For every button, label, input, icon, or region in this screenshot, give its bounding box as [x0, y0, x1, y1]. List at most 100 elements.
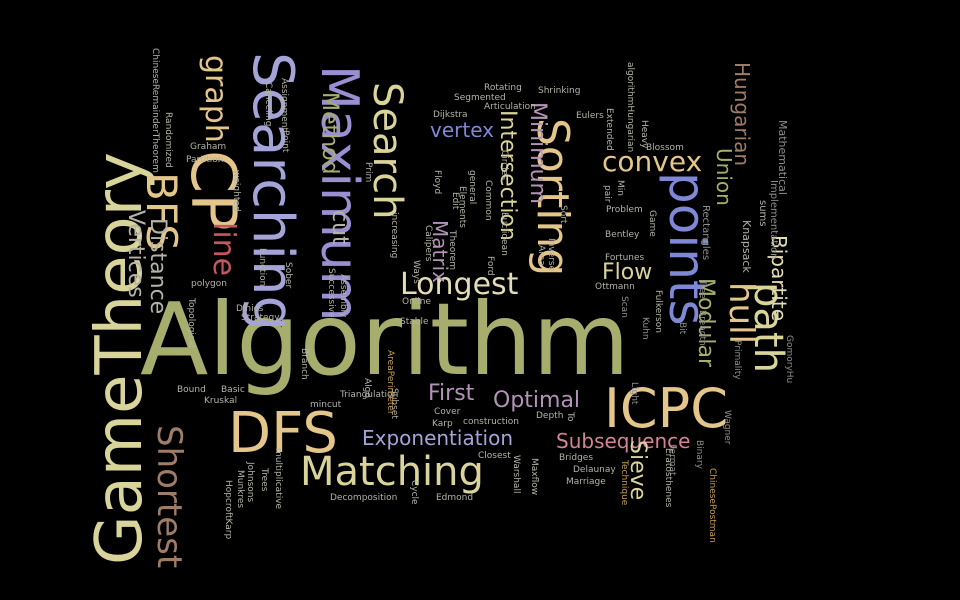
word-ottmann: Ottmann — [595, 282, 635, 292]
word-area: Area — [536, 245, 546, 266]
word-distance: Distance — [145, 218, 170, 315]
word-branch: Branch — [299, 348, 309, 380]
word-partition: Partition — [186, 155, 224, 165]
word-decomposition: Decomposition — [330, 493, 398, 503]
word-sober: Sober — [283, 262, 293, 289]
word-implementation: Implementation — [768, 180, 779, 260]
word-delaunay: Delaunay — [573, 465, 616, 475]
word-hull: hull — [721, 282, 761, 344]
word-rotating: Rotating — [484, 83, 522, 93]
word-closest: Closest — [478, 451, 511, 461]
word-articulation: Articulation — [484, 102, 536, 112]
word-to: To — [565, 412, 575, 422]
word-increasing: increasing — [389, 212, 399, 259]
word-kruskal: Kruskal — [204, 396, 238, 406]
word-randomized: Randomized — [163, 112, 173, 168]
word-algorithmhungarian: algorithmHungarian — [625, 62, 635, 153]
word-gomoryhu: GomoryHu — [784, 335, 794, 384]
word-knapsack: Knapsack — [740, 220, 753, 273]
word-triangulation: Triangulation — [340, 390, 399, 400]
word-tree: Tree — [697, 280, 707, 299]
word-ways: Ways — [411, 260, 421, 284]
word-longest: Longest — [400, 267, 519, 302]
word-marriage: Marriage — [566, 477, 606, 487]
word-floyd: Floyd — [432, 170, 442, 195]
word-prim: Prim — [363, 162, 373, 183]
word-warshall: Warshall — [511, 455, 521, 494]
word-optimal: Optimal — [493, 388, 581, 413]
word-strategy: Strategy — [241, 313, 280, 323]
word-sieve: Sieve — [625, 440, 650, 501]
word-trees: Trees — [259, 468, 269, 492]
word-convex: convex — [602, 145, 703, 178]
word-method: Method — [317, 92, 342, 175]
word-hungarian: Hungarian — [730, 62, 754, 167]
word-graph: graph — [198, 55, 233, 143]
word-common: Common — [483, 180, 493, 221]
word-karp: Karp — [432, 419, 453, 429]
word-fortunes: Fortunes — [605, 253, 645, 263]
word-mincut: mincut — [310, 400, 342, 410]
word-icpc: ICPC — [604, 377, 728, 440]
word-matching: Matching — [300, 449, 484, 495]
word-dijkstra: Dijkstra — [433, 110, 468, 120]
word-primality: Primality — [732, 340, 742, 380]
word-technique: Technique — [619, 460, 629, 506]
word-sort: Sort — [558, 205, 568, 224]
word-algorithm: Algorithm — [140, 281, 630, 398]
word-ford: Ford — [485, 256, 495, 276]
word-line: line — [206, 222, 241, 277]
word-subsequence: Subsequence — [556, 429, 691, 453]
word-areaperimeter: AreaPerimeter — [385, 350, 395, 415]
word-successive: Successive — [326, 268, 336, 318]
word-general: general — [467, 170, 477, 205]
word-game: Game — [647, 210, 657, 237]
word-light: Light — [629, 382, 639, 405]
word-dinics: Dinics — [236, 304, 264, 314]
word-circles: Circles — [499, 150, 509, 180]
word-cover: Cover — [434, 407, 461, 417]
word-bridges: Bridges — [559, 453, 594, 463]
word-point: Point — [280, 130, 290, 153]
word-weighted: weighted — [231, 170, 241, 212]
word-edmond: Edmond — [436, 493, 474, 503]
word-johnsons: Johnsons — [245, 462, 255, 503]
word-rectangles: Rectangles — [700, 205, 711, 261]
word-theorem: Theorem — [447, 230, 457, 271]
word-inverse: Inverse — [546, 238, 556, 272]
word-bound: Bound — [177, 385, 206, 395]
word-wagner: Wagner — [722, 410, 732, 445]
word-sums: sums — [757, 200, 768, 227]
word-bit: Bit — [677, 322, 687, 335]
word-search: Search — [364, 82, 410, 220]
word-flow: Flow — [602, 260, 653, 285]
word-hopcroftkarp: HopcroftKarp — [223, 480, 233, 540]
word-fulkerson: Fulkerson — [653, 290, 663, 333]
word-dfs: DFS — [228, 401, 338, 466]
word-eulers: Eulers — [576, 111, 604, 121]
word-shortest: Shortest — [149, 425, 189, 569]
word-assignment: Assignment — [279, 78, 289, 131]
word-chinesepostman: ChinesePostman — [707, 468, 717, 543]
word-function: Function — [257, 248, 267, 287]
word-canceling: Canceling — [263, 82, 273, 127]
word-min: Min — [615, 180, 625, 196]
word-depth: Depth — [536, 411, 564, 421]
word-breadth: Breadth — [697, 310, 707, 346]
word-polygon: polygon — [191, 279, 227, 289]
word-minimum: Minimum — [525, 102, 550, 204]
word-topological: Topological — [186, 298, 196, 348]
word-vertex: vertex — [430, 118, 494, 142]
word-extended: Extended — [604, 108, 614, 151]
word-kuhn: Kuhn — [640, 317, 650, 340]
word-bentley: Bentley — [605, 230, 640, 240]
word-edit: Edit — [450, 192, 460, 210]
word-online: Online — [402, 297, 432, 307]
word-multiplicative: multiplicative — [273, 448, 283, 510]
word-calipers: Calipers — [423, 225, 433, 262]
word-cut: cut — [327, 210, 352, 245]
word-first: First — [428, 381, 475, 406]
word-maxflow: Maxflow — [529, 458, 539, 496]
word-chineseremaindertheorem: ChineseRemainderTheorem — [150, 48, 160, 173]
